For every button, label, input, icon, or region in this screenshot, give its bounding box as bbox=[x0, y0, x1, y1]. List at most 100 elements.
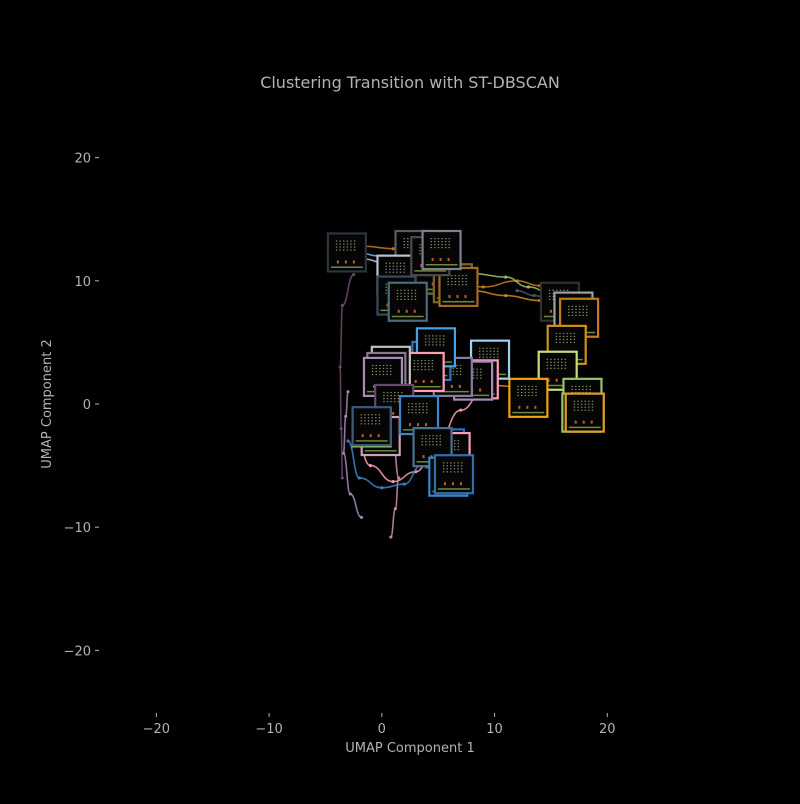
invader-dot bbox=[385, 271, 387, 273]
invader-dot bbox=[589, 391, 591, 394]
trajectory-point bbox=[346, 390, 350, 394]
invader-dot bbox=[562, 335, 565, 338]
invader-dot bbox=[584, 403, 586, 405]
invader-dot bbox=[353, 243, 356, 245]
invader-dot bbox=[375, 414, 377, 416]
invader-dot bbox=[570, 338, 572, 341]
invader-dot bbox=[497, 347, 499, 349]
shield-mark bbox=[336, 260, 339, 264]
invader-dot bbox=[432, 335, 434, 337]
invader-dot bbox=[524, 391, 526, 394]
invader-dot bbox=[465, 280, 467, 283]
invader-dot bbox=[535, 394, 537, 397]
invader-dot bbox=[408, 412, 410, 414]
invader-dot bbox=[415, 412, 417, 414]
shield-mark bbox=[518, 405, 521, 409]
trajectory-point bbox=[504, 275, 508, 279]
invader-dot bbox=[350, 243, 352, 245]
y-tick-label: 10 bbox=[74, 275, 91, 290]
invader-dot bbox=[457, 440, 459, 442]
invader-dot bbox=[562, 341, 565, 344]
invader-dot bbox=[584, 409, 586, 411]
invader-dot bbox=[588, 403, 590, 405]
invader-dot bbox=[561, 364, 563, 366]
invader-dot bbox=[451, 283, 453, 286]
invader-dot bbox=[430, 244, 432, 246]
invader-dot bbox=[378, 414, 381, 416]
invader-dot bbox=[353, 246, 356, 248]
invader-dot bbox=[480, 368, 482, 370]
invader-dot bbox=[457, 471, 459, 473]
invader-dot bbox=[434, 238, 436, 240]
invader-dot bbox=[428, 441, 431, 443]
invader-dot bbox=[450, 462, 452, 464]
invader-dot bbox=[550, 361, 552, 363]
invader-dot bbox=[524, 388, 526, 391]
y-axis-ticks: −20 −10 0 10 20 bbox=[64, 152, 99, 659]
invader-dot bbox=[386, 373, 388, 376]
invader-dot bbox=[364, 414, 366, 416]
invader-dot bbox=[561, 367, 563, 369]
invader-dot bbox=[582, 305, 584, 307]
invader-dot bbox=[430, 247, 432, 249]
invader-dot bbox=[517, 394, 519, 397]
invader-dot bbox=[424, 344, 427, 346]
invader-dot bbox=[493, 347, 495, 349]
invader-dot bbox=[476, 371, 478, 373]
invader-dot bbox=[446, 471, 448, 473]
invader-dot bbox=[390, 395, 392, 397]
invader-dot bbox=[591, 409, 594, 411]
invader-dot bbox=[382, 364, 385, 367]
invader-dot bbox=[434, 244, 436, 246]
invader-dot bbox=[476, 377, 478, 379]
invader-dot bbox=[397, 401, 400, 403]
invader-dot bbox=[553, 361, 556, 363]
invader-dot bbox=[400, 295, 402, 297]
invader-dot bbox=[442, 468, 445, 470]
invader-dot bbox=[566, 338, 568, 341]
invader-dot bbox=[573, 403, 576, 405]
trajectory-point bbox=[339, 427, 343, 431]
invader-dot bbox=[430, 238, 432, 240]
invader-dot bbox=[403, 268, 405, 270]
invader-dot bbox=[396, 268, 398, 270]
thumbnail-frame bbox=[564, 392, 605, 433]
invader-dot bbox=[573, 341, 576, 344]
invader-dot bbox=[555, 332, 558, 335]
invader-dot bbox=[452, 373, 455, 376]
shield-mark bbox=[450, 384, 453, 388]
invader-dot bbox=[575, 308, 577, 310]
invader-dot bbox=[379, 364, 381, 367]
invader-dot bbox=[386, 392, 389, 394]
invader-dot bbox=[524, 385, 526, 388]
invader-dot bbox=[546, 361, 549, 363]
invader-dot bbox=[580, 406, 583, 408]
frame-thumbnail bbox=[326, 232, 367, 273]
invader-dot bbox=[424, 341, 427, 343]
ground-line bbox=[355, 440, 388, 442]
invader-dot bbox=[371, 423, 373, 425]
invader-dot bbox=[566, 335, 568, 338]
invader-dot bbox=[431, 362, 434, 365]
invader-dot bbox=[570, 332, 572, 335]
invader-dot bbox=[454, 283, 457, 286]
invader-dot bbox=[383, 395, 385, 397]
invader-dot bbox=[432, 341, 434, 343]
frame-thumbnail bbox=[433, 454, 475, 495]
frame-thumbnail bbox=[351, 406, 392, 447]
invader-dot bbox=[360, 414, 363, 416]
invader-dot bbox=[417, 359, 419, 362]
trajectory-point bbox=[346, 439, 350, 443]
invader-dot bbox=[385, 292, 387, 294]
invader-dot bbox=[578, 388, 581, 391]
invader-dot bbox=[528, 385, 530, 388]
invader-dot bbox=[454, 277, 457, 280]
invader-dot bbox=[571, 308, 574, 310]
invader-dot bbox=[453, 462, 456, 464]
invader-dot bbox=[446, 462, 448, 464]
trajectory-point bbox=[526, 285, 530, 289]
invader-dot bbox=[571, 388, 573, 391]
invader-dot bbox=[552, 292, 554, 294]
x-tick-label: −10 bbox=[255, 722, 282, 737]
